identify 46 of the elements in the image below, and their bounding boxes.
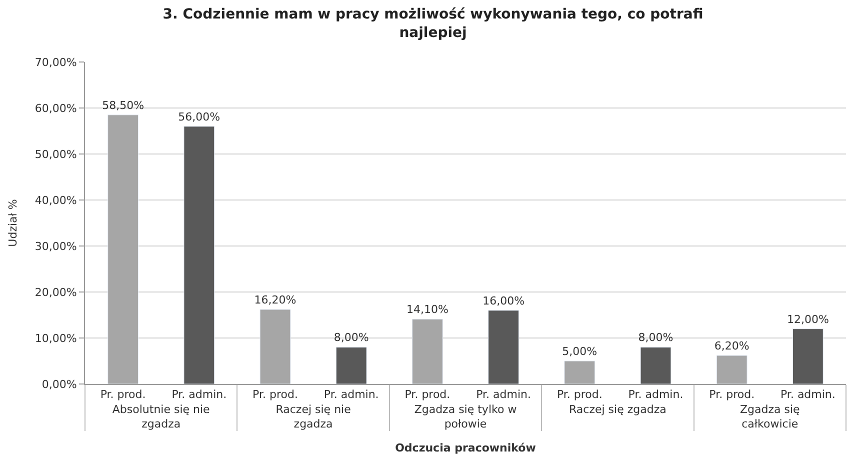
x-tick-label: Raczej się zgadza bbox=[569, 403, 666, 416]
y-tick-label: 40,00% bbox=[34, 194, 77, 207]
chart-title: 3. Codziennie mam w pracy możliwość wykonywania tego, co potrafi najlepiej bbox=[162, 6, 704, 41]
bar bbox=[336, 346, 367, 384]
x-axis-title: Odczucia pracowników bbox=[395, 442, 536, 455]
data-label: 16,00% bbox=[482, 294, 525, 308]
data-label: 56,00% bbox=[178, 110, 220, 124]
bar bbox=[792, 328, 824, 384]
data-label: 14,10% bbox=[406, 303, 448, 316]
text: Pr. admin. bbox=[780, 388, 836, 402]
x-tick-label: Zgadza się tylko w połowie bbox=[414, 403, 517, 430]
bar bbox=[488, 310, 520, 384]
text: Pr. prod. bbox=[709, 388, 755, 402]
data-label: 5,00% bbox=[562, 345, 598, 358]
text: Pr. prod. bbox=[100, 388, 146, 402]
bar bbox=[412, 318, 443, 384]
y-tick-label: 70,00% bbox=[34, 56, 77, 69]
bar bbox=[564, 360, 596, 384]
data-label: 16,20% bbox=[254, 293, 296, 306]
data-label: 6,20% bbox=[714, 339, 750, 352]
data-label: 58,50% bbox=[102, 98, 144, 112]
bar bbox=[108, 114, 139, 384]
y-tick-label: 10,00% bbox=[34, 332, 77, 345]
text: Pr. admin. bbox=[324, 388, 379, 402]
data-label: 8,00% bbox=[334, 331, 369, 344]
series-label: Pr. admin. bbox=[172, 388, 227, 402]
x-tick-label: Zgadza się całkowicie bbox=[740, 403, 800, 430]
text: Pr. prod. bbox=[404, 388, 450, 402]
text: Pr. admin. bbox=[628, 388, 684, 402]
y-axis-title: Udział % bbox=[6, 199, 20, 247]
text: Pr. prod. bbox=[252, 388, 298, 402]
y-tick-label: 20,00% bbox=[34, 286, 77, 299]
series-label: Pr. prod. bbox=[556, 388, 602, 402]
y-tick-label: 50,00% bbox=[34, 148, 77, 161]
data-label: 8,00% bbox=[638, 331, 674, 344]
y-tick-label: 30,00% bbox=[34, 240, 77, 253]
x-tick-label: Absolutnie się nie zgadza bbox=[112, 403, 210, 430]
bar bbox=[184, 126, 215, 384]
bar bbox=[640, 346, 672, 384]
bar bbox=[716, 355, 748, 384]
y-tick-label: 0,00% bbox=[42, 378, 77, 391]
x-tick-label: Raczej się nie zgadza bbox=[276, 403, 352, 430]
bar bbox=[260, 309, 291, 384]
y-tick-label: 60,00% bbox=[34, 102, 77, 115]
text: Pr. admin. bbox=[476, 388, 532, 402]
data-label: 12,00% bbox=[786, 312, 829, 326]
